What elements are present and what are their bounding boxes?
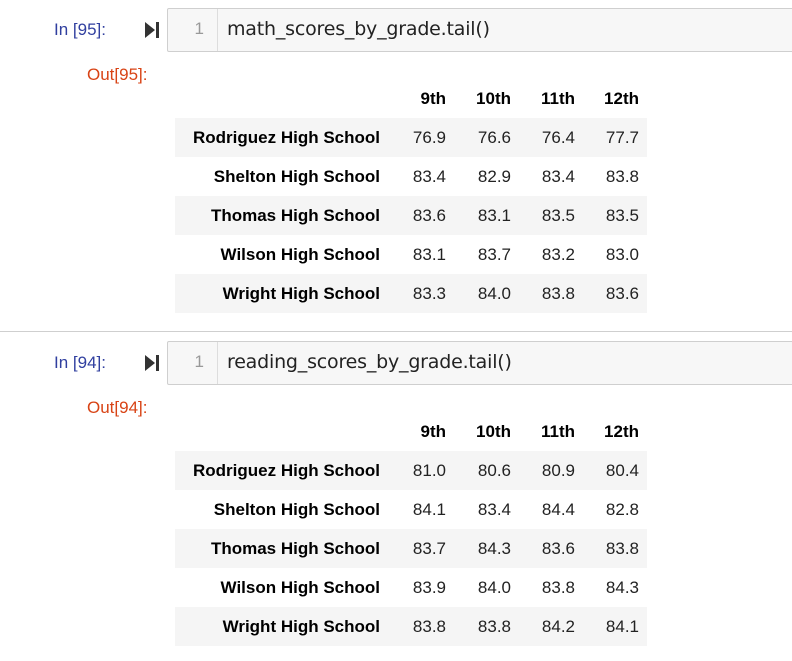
line-gutter: 1 xyxy=(168,9,218,51)
table-cell: 83.4 xyxy=(541,166,575,186)
code-text[interactable]: reading_scores_by_grade.tail() xyxy=(227,351,512,373)
column-header: 10th xyxy=(476,88,511,108)
column-header: 12th xyxy=(604,88,639,108)
table-cell: 84.2 xyxy=(541,616,575,636)
output-prompt: Out[95]: xyxy=(87,65,148,84)
table-cell: 84.4 xyxy=(541,499,575,519)
table-cell: 84.0 xyxy=(477,283,511,303)
table-row: Shelton High School 84.1 83.4 84.4 82.8 xyxy=(175,490,647,529)
table-cell: 82.9 xyxy=(477,166,511,186)
dataframe-table: 9th 10th 11th 12th Rodriguez High School… xyxy=(175,79,647,313)
table-cell: 77.7 xyxy=(605,127,639,147)
table-cell: 84.3 xyxy=(605,577,639,597)
table-cell: 83.6 xyxy=(412,205,446,225)
table-cell: 83.5 xyxy=(541,205,575,225)
table-cell: 83.8 xyxy=(541,577,575,597)
line-number: 1 xyxy=(194,352,204,371)
table-header-row: 9th 10th 11th 12th xyxy=(175,412,647,451)
table-cell: 80.9 xyxy=(541,460,575,480)
run-cell-icon[interactable] xyxy=(143,353,161,373)
table-cell: 83.5 xyxy=(605,205,639,225)
table-row: Rodriguez High School 76.9 76.6 76.4 77.… xyxy=(175,118,647,157)
table-cell: 83.6 xyxy=(541,538,575,558)
table-row: Thomas High School 83.7 84.3 83.6 83.8 xyxy=(175,529,647,568)
row-index: Wilson High School xyxy=(220,577,380,597)
table-cell: 83.8 xyxy=(541,283,575,303)
table-cell: 84.1 xyxy=(605,616,639,636)
table-row: Wright High School 83.3 84.0 83.8 83.6 xyxy=(175,274,647,313)
table-cell: 76.9 xyxy=(412,127,446,147)
table-row: Rodriguez High School 81.0 80.6 80.9 80.… xyxy=(175,451,647,490)
column-header: 9th xyxy=(420,421,447,441)
table-cell: 83.0 xyxy=(605,244,639,264)
row-index: Wright High School xyxy=(222,283,380,303)
row-index: Thomas High School xyxy=(210,538,380,558)
table-row: Shelton High School 83.4 82.9 83.4 83.8 xyxy=(175,157,647,196)
input-prompt: In [94]: xyxy=(54,353,106,372)
table-cell: 83.7 xyxy=(412,538,446,558)
table-row: Wilson High School 83.9 84.0 83.8 84.3 xyxy=(175,568,647,607)
table-cell: 84.0 xyxy=(477,577,511,597)
table-cell: 83.8 xyxy=(477,616,511,636)
run-cell-icon[interactable] xyxy=(143,20,161,40)
table-cell: 84.3 xyxy=(477,538,511,558)
table-row: Thomas High School 83.6 83.1 83.5 83.5 xyxy=(175,196,647,235)
column-header-index xyxy=(175,412,388,451)
table-cell: 83.9 xyxy=(412,577,446,597)
table-cell: 80.4 xyxy=(605,460,639,480)
input-prompt: In [95]: xyxy=(54,20,106,39)
table-row: Wilson High School 83.1 83.7 83.2 83.0 xyxy=(175,235,647,274)
column-header: 12th xyxy=(604,421,639,441)
table-cell: 83.4 xyxy=(477,499,511,519)
dataframe-table: 9th 10th 11th 12th Rodriguez High School… xyxy=(175,412,647,646)
row-index: Rodriguez High School xyxy=(193,460,380,480)
row-index: Shelton High School xyxy=(213,166,380,186)
table-cell: 83.7 xyxy=(477,244,511,264)
column-header: 11th xyxy=(540,421,575,441)
row-index: Wright High School xyxy=(222,616,380,636)
table-cell: 76.4 xyxy=(541,127,575,147)
column-header: 11th xyxy=(540,88,575,108)
column-header-index xyxy=(175,79,388,118)
table-cell: 84.1 xyxy=(412,499,446,519)
table-cell: 83.6 xyxy=(605,283,639,303)
table-cell: 83.2 xyxy=(541,244,575,264)
table-cell: 80.6 xyxy=(477,460,511,480)
table-cell: 81.0 xyxy=(412,460,446,480)
table-cell: 83.8 xyxy=(412,616,446,636)
row-index: Shelton High School xyxy=(213,499,380,519)
row-index: Wilson High School xyxy=(220,244,380,264)
cell-divider xyxy=(0,331,792,332)
row-index: Rodriguez High School xyxy=(193,127,380,147)
table-cell: 83.8 xyxy=(605,166,639,186)
table-cell: 83.3 xyxy=(412,283,446,303)
code-editor[interactable]: 1 math_scores_by_grade.tail() xyxy=(167,8,792,52)
table-cell: 82.8 xyxy=(605,499,639,519)
table-header-row: 9th 10th 11th 12th xyxy=(175,79,647,118)
output-prompt: Out[94]: xyxy=(87,398,148,417)
row-index: Thomas High School xyxy=(210,205,380,225)
table-row: Wright High School 83.8 83.8 84.2 84.1 xyxy=(175,607,647,646)
table-cell: 83.8 xyxy=(605,538,639,558)
line-gutter: 1 xyxy=(168,342,218,384)
table-cell: 76.6 xyxy=(477,127,511,147)
column-header: 9th xyxy=(420,88,447,108)
line-number: 1 xyxy=(194,19,204,38)
column-header: 10th xyxy=(476,421,511,441)
table-cell: 83.1 xyxy=(477,205,511,225)
notebook-cell-94[interactable]: In [94]: 1 reading_scores_by_grade.tail(… xyxy=(0,332,792,661)
table-cell: 83.4 xyxy=(412,166,446,186)
code-text[interactable]: math_scores_by_grade.tail() xyxy=(227,18,490,40)
code-editor[interactable]: 1 reading_scores_by_grade.tail() xyxy=(167,341,792,385)
table-cell: 83.1 xyxy=(412,244,446,264)
notebook-cell-95[interactable]: In [95]: 1 math_scores_by_grade.tail() O… xyxy=(0,0,792,331)
